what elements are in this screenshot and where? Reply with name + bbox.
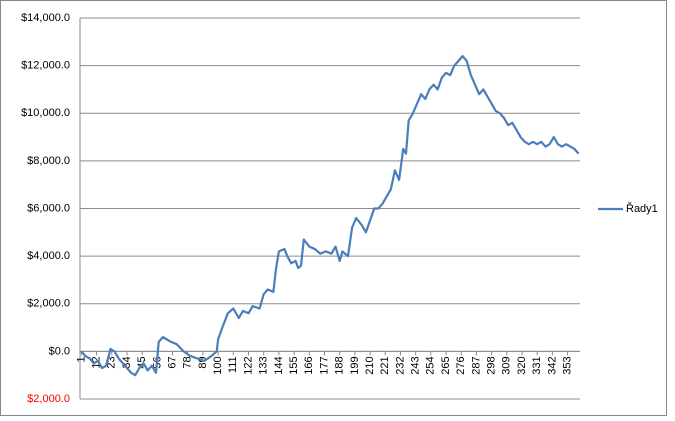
y-tick-label: $6,000.0 [27,202,70,214]
y-tick-label: $0.0 [49,345,70,357]
x-tick-label: 298 [486,356,498,374]
x-tick-label: 254 [425,356,437,374]
x-tick-label: 111 [227,356,239,373]
x-tick-label: 133 [258,356,270,374]
x-tick-label: 309 [501,356,513,374]
y-tick-label: $4,000.0 [27,250,70,262]
x-tick-label: 166 [303,356,315,374]
x-tick-label: 221 [379,356,391,374]
x-tick-label: 199 [349,356,361,374]
x-tick-label: 243 [410,356,422,374]
x-tick-label: 100 [212,356,224,374]
x-tick-label: 188 [334,356,346,374]
x-tick-label: 232 [394,356,406,374]
y-tick-label: $12,000.0 [21,60,70,72]
data-line [80,55,580,377]
x-tick-label: 155 [288,356,300,374]
y-tick-label: $2,000.0 [27,393,70,405]
y-tick-label: $10,000.0 [21,107,70,119]
x-tick-label: 177 [318,356,330,374]
x-tick-label: 210 [364,356,376,374]
x-tick-label: 342 [546,356,558,374]
x-tick-label: 265 [440,356,452,374]
x-tick-label: 78 [182,356,194,368]
x-tick-label: 1 [75,356,87,362]
x-tick-label: 353 [561,356,573,374]
x-tick-label: 320 [516,356,528,374]
legend-label: Řady1 [626,202,658,215]
x-tick-label: 67 [166,356,178,368]
x-tick-label: 144 [273,356,285,374]
y-tick-label: $2,000.0 [27,298,70,310]
y-tick-label: $14,000.0 [21,12,70,24]
x-tick-label: 287 [470,356,482,374]
y-tick-label: $8,000.0 [27,155,70,167]
x-tick-label: 276 [455,356,467,374]
x-tick-label: 122 [242,356,254,374]
x-tick-label: 331 [531,356,543,374]
